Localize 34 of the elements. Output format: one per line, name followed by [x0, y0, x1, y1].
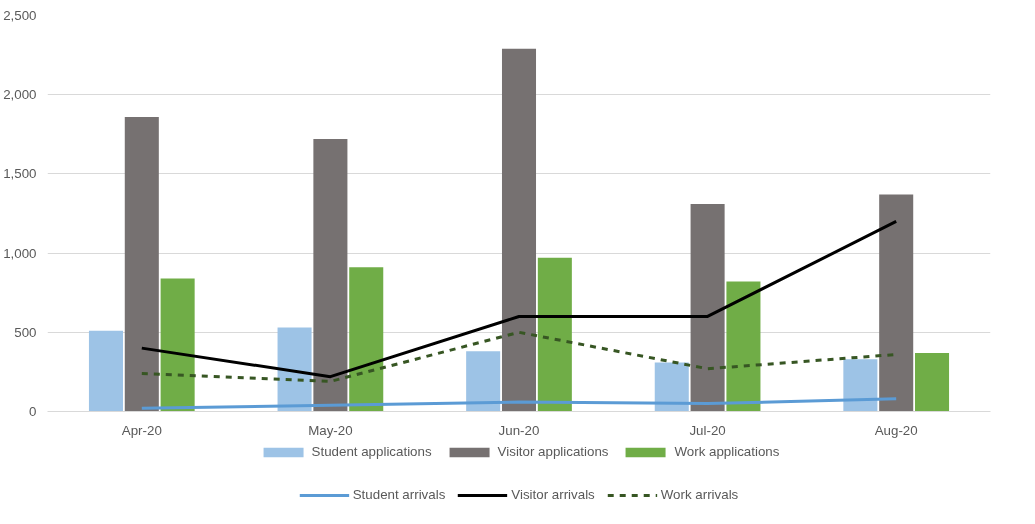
legend-label: Student arrivals	[352, 487, 446, 502]
x-tick-label: Aug-20	[874, 422, 918, 438]
bar	[879, 194, 914, 412]
y-tick-label: 1,000	[3, 245, 37, 261]
bar	[349, 267, 384, 412]
bar	[915, 352, 950, 412]
y-tick-label: 1,500	[3, 166, 37, 182]
x-tick-label: Jul-20	[689, 422, 726, 438]
bar	[501, 48, 537, 412]
bar	[537, 257, 572, 412]
line-series	[140, 219, 898, 379]
line-series	[140, 397, 898, 410]
bar	[654, 362, 689, 412]
legend-label: Work arrivals	[660, 487, 739, 502]
bar	[690, 204, 725, 412]
x-tick-label: Jun-20	[498, 422, 540, 438]
bar	[277, 327, 312, 412]
x-tick-label: Apr-20	[121, 422, 162, 438]
legend-label: Visitor arrivals	[511, 487, 595, 502]
legend-label: Work applications	[674, 444, 780, 459]
x-tick-label: May-20	[308, 422, 353, 438]
legend-label: Visitor applications	[497, 444, 609, 459]
bar	[124, 116, 159, 412]
bar	[466, 351, 501, 412]
bar	[160, 278, 195, 412]
bar	[843, 359, 878, 412]
bar	[726, 281, 761, 412]
y-tick-label: 0	[29, 404, 37, 419]
y-tick-label: 2,500	[3, 8, 37, 23]
y-tick-label: 500	[14, 324, 37, 340]
bar	[313, 139, 348, 412]
y-tick-label: 2,000	[3, 87, 37, 103]
bar	[88, 330, 123, 412]
legend-label: Student applications	[311, 444, 432, 459]
